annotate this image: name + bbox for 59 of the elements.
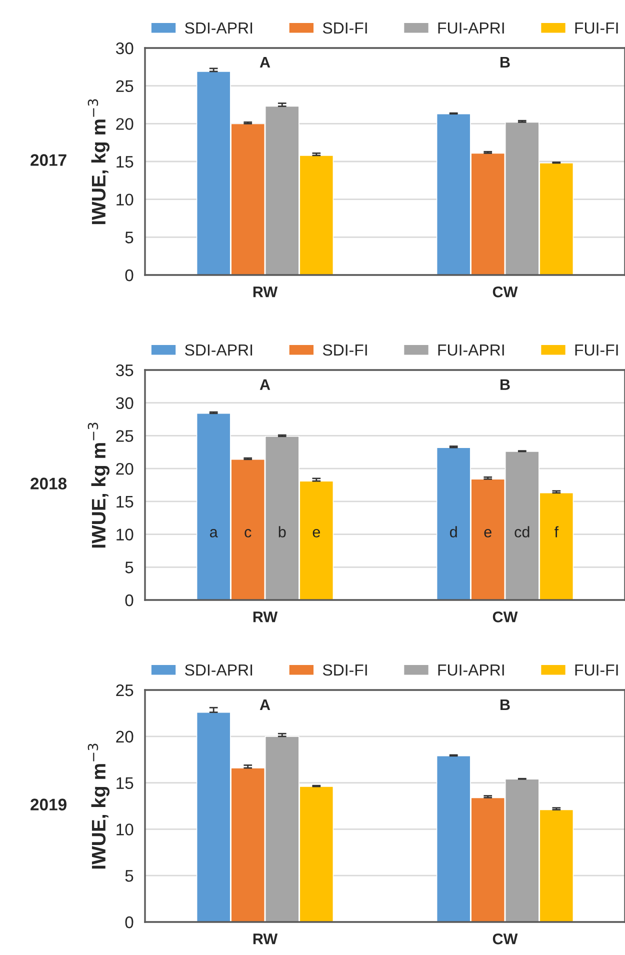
x-tick-label: RW	[253, 934, 278, 944]
y-tick-label: 30	[116, 42, 134, 54]
y-tick-label: 25	[116, 430, 134, 442]
legend-label: FUI-FI	[575, 344, 618, 356]
legend-label: SDI-FI	[322, 22, 367, 34]
legend-label: FUI-APRI	[438, 344, 504, 356]
legend-label: SDI-FI	[322, 344, 367, 356]
legend-label: FUI-FI	[575, 22, 618, 34]
y-tick-label: 20	[116, 118, 134, 130]
data-label: e	[484, 529, 492, 538]
y-tick-label: 10	[116, 194, 134, 206]
text: 2019	[30, 798, 66, 810]
y-axis-title: IWUE, kg m$^{−3}$	[88, 99, 110, 224]
data-label: b	[278, 526, 286, 538]
legend-label: FUI-APRI	[438, 22, 504, 34]
x-tick-label: CW	[492, 612, 518, 622]
data-label: e	[312, 529, 320, 538]
legend-label: FUI-APRI	[438, 664, 504, 676]
x-tick-label: RW	[253, 286, 278, 298]
legend-label: SDI-APRI	[185, 22, 252, 34]
annotation: B	[500, 57, 510, 68]
text: 2017	[30, 154, 66, 166]
y-tick-label: 25	[116, 80, 134, 92]
annotation: B	[500, 379, 510, 390]
y-axis-title: IWUE, kg m$^{−3}$	[88, 422, 110, 548]
data-label: c	[244, 529, 252, 538]
y-tick-label: 15	[116, 496, 134, 508]
legend-label: SDI-FI	[322, 664, 367, 676]
data-label: a	[210, 529, 218, 538]
y-tick-label: 10	[116, 528, 134, 540]
y-tick-label: 0	[125, 916, 134, 928]
data-label: cd	[514, 526, 530, 538]
y-tick-label: 20	[116, 462, 134, 475]
y-tick-label: 5	[125, 232, 134, 244]
legend-label: SDI-APRI	[185, 664, 252, 676]
x-tick-label: CW	[492, 934, 518, 944]
y-tick-label: 15	[116, 156, 134, 168]
y-tick-label: 15	[116, 777, 134, 790]
y-tick-label: 0	[125, 269, 134, 282]
annotation: A	[260, 379, 270, 390]
y-tick-label: 0	[125, 594, 134, 606]
data-label: f	[554, 526, 559, 538]
annotation: B	[500, 700, 510, 710]
y-tick-label: 25	[116, 684, 134, 696]
annotation: A	[260, 57, 270, 68]
y-axis-title: IWUE, kg m$^{−3}$	[88, 744, 110, 869]
annotation: A	[260, 700, 270, 710]
y-tick-label: 10	[116, 824, 134, 836]
x-tick-label: RW	[253, 612, 278, 622]
y-tick-label: 5	[125, 562, 134, 574]
text: 2018	[30, 478, 67, 490]
data-label: d	[450, 526, 457, 538]
x-tick-label: CW	[492, 286, 518, 298]
y-tick-label: 5	[125, 870, 134, 882]
y-tick-label: 20	[116, 730, 134, 743]
legend-label: SDI-APRI	[185, 344, 252, 356]
y-tick-label: 30	[116, 397, 134, 410]
y-tick-label: 35	[116, 364, 134, 376]
legend-label: FUI-FI	[575, 664, 618, 676]
